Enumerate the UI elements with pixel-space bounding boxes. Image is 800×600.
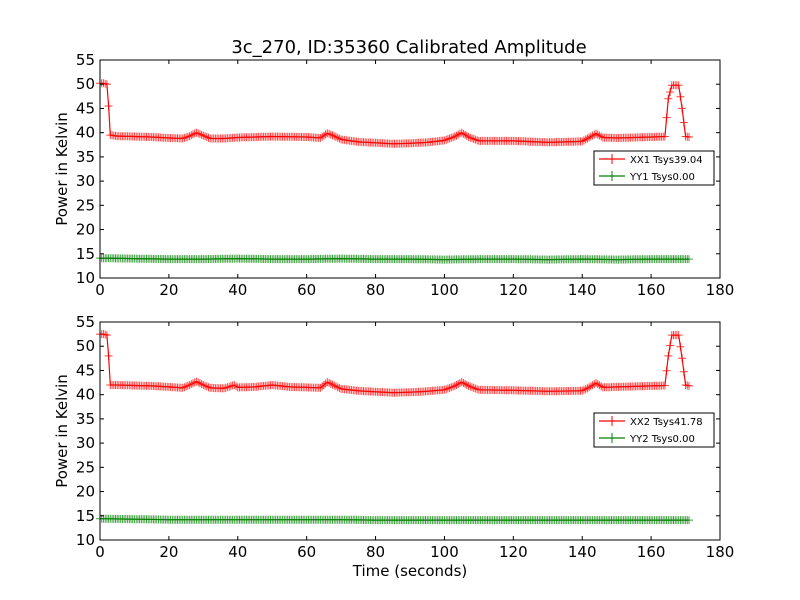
bottom-xlabel: Time (seconds) xyxy=(352,562,468,580)
top-xtick-label: 180 xyxy=(706,281,735,299)
bottom-series-group xyxy=(96,330,693,525)
top-xtick-label: 0 xyxy=(95,281,105,299)
bottom-ytick-label: 50 xyxy=(76,337,95,355)
top-ytick-label: 15 xyxy=(76,245,95,263)
top-xtick-label: 60 xyxy=(297,281,316,299)
top-subplot: 0 20 40 60 80 100 120 140 160 180 10 15 20 25 30 35 40 45… xyxy=(53,51,734,299)
top-ytick-label: 55 xyxy=(76,51,95,69)
top-ytick-label: 30 xyxy=(76,172,95,190)
bottom-legend-box xyxy=(593,412,715,448)
top-xtick-label: 120 xyxy=(499,281,528,299)
top-legend-box xyxy=(593,150,715,186)
bottom-legend-label-xx2: XX2 Tsys41.78 xyxy=(630,417,703,428)
bottom-legend-marker-yy2 xyxy=(607,433,617,443)
bottom-ytick-label: 55 xyxy=(76,313,95,331)
top-ytick-label: 25 xyxy=(76,196,95,214)
top-ytick-label: 35 xyxy=(76,148,95,166)
bottom-ytick-label: 20 xyxy=(76,483,95,501)
top-ylabel: Power in Kelvin xyxy=(53,112,71,226)
top-legend: XX1 Tsys39.04 YY1 Tsys0.00 xyxy=(593,150,715,186)
top-ytick-label: 45 xyxy=(76,99,95,117)
bottom-ytick-label: 40 xyxy=(76,386,95,404)
top-tick-group: 0 20 40 60 80 100 120 140 160 180 10 15 20 25 30 35 40 45… xyxy=(76,51,734,299)
top-legend-marker-xx1 xyxy=(607,154,617,164)
bottom-plot-frame xyxy=(99,321,721,541)
top-xtick-label: 80 xyxy=(366,281,385,299)
top-ytick-label: 20 xyxy=(76,221,95,239)
bottom-legend-marker-xx2 xyxy=(607,416,617,426)
bottom-xtick-label: 100 xyxy=(430,543,459,561)
top-ytick-label: 50 xyxy=(76,75,95,93)
bottom-legend-label-yy2: YY2 Tsys0.00 xyxy=(629,434,695,445)
chart-title: 3c_270, ID:35360 Calibrated Amplitude xyxy=(231,37,586,58)
top-legend-label-xx1: XX1 Tsys39.04 xyxy=(630,155,703,166)
top-ytick-label: 40 xyxy=(76,124,95,142)
top-xtick-label: 160 xyxy=(637,281,666,299)
bottom-xtick-label: 0 xyxy=(95,543,105,561)
bottom-ylabel: Power in Kelvin xyxy=(53,374,71,488)
top-xtick-label: 140 xyxy=(568,281,597,299)
bottom-xtick-label: 120 xyxy=(499,543,528,561)
bottom-xtick-label: 20 xyxy=(159,543,178,561)
bottom-ytick-label: 15 xyxy=(76,507,95,525)
bottom-xtick-label: 180 xyxy=(706,543,735,561)
bottom-legend: XX2 Tsys41.78 YY2 Tsys0.00 xyxy=(593,412,715,448)
bottom-xtick-label: 80 xyxy=(366,543,385,561)
bottom-xtick-label: 160 xyxy=(637,543,666,561)
bottom-ytick-label: 25 xyxy=(76,458,95,476)
top-xtick-label: 40 xyxy=(228,281,247,299)
top-legend-label-yy1: YY1 Tsys0.00 xyxy=(629,172,695,183)
bottom-ytick-label: 10 xyxy=(76,531,95,549)
bottom-xtick-label: 40 xyxy=(228,543,247,561)
top-legend-marker-yy1 xyxy=(607,171,617,181)
bottom-ytick-label: 30 xyxy=(76,434,95,452)
bottom-ytick-label: 35 xyxy=(76,410,95,428)
bottom-ytick-label: 45 xyxy=(76,361,95,379)
top-xtick-label: 20 xyxy=(159,281,178,299)
top-ytick-label: 10 xyxy=(76,269,95,287)
bottom-xtick-label: 140 xyxy=(568,543,597,561)
bottom-xtick-label: 60 xyxy=(297,543,316,561)
top-plot-frame xyxy=(99,59,721,279)
bottom-subplot: 0 20 40 60 80 100 120 140 160 180 10 15 20 25 30 35 40 45… xyxy=(53,313,734,580)
top-xtick-label: 100 xyxy=(430,281,459,299)
